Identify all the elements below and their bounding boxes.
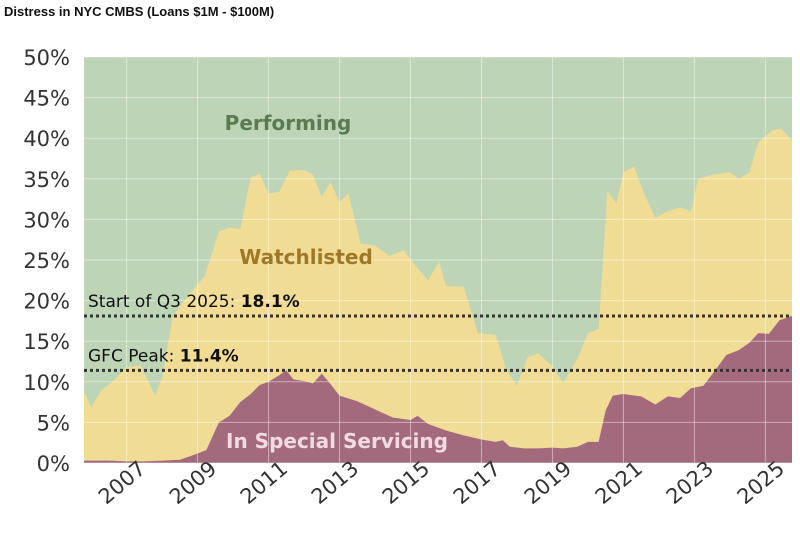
x-tick-label: 2007 <box>94 456 150 509</box>
watchlisted-area <box>84 128 792 463</box>
watchlisted-label: Watchlisted <box>239 245 373 269</box>
x-tick-label: 2011 <box>236 456 292 509</box>
y-tick-label: 30% <box>23 208 70 232</box>
x-tick-label: 2025 <box>733 456 789 509</box>
reference-line-text: Start of Q3 2025: <box>88 292 241 312</box>
performing-label: Performing <box>225 111 352 135</box>
y-tick-label: 25% <box>23 249 70 273</box>
x-tick-label: 2023 <box>662 456 718 509</box>
x-tick-label: 2021 <box>591 456 647 509</box>
y-tick-label: 50% <box>23 46 70 70</box>
y-tick-label: 20% <box>23 290 70 314</box>
y-tick-label: 40% <box>23 127 70 151</box>
x-tick-label: 2013 <box>307 456 363 509</box>
y-tick-label: 45% <box>23 87 70 111</box>
special-servicing-label: In Special Servicing <box>226 429 448 453</box>
y-tick-label: 5% <box>37 411 70 435</box>
reference-line-text: GFC Peak: <box>88 346 180 366</box>
y-tick-label: 15% <box>23 330 70 354</box>
x-tick-label: 2009 <box>165 456 221 509</box>
special-servicing-area <box>84 316 792 463</box>
x-tick-label: 2017 <box>449 456 505 509</box>
reference-line-value: 11.4% <box>180 346 239 366</box>
y-tick-label: 10% <box>23 371 70 395</box>
x-tick-label: 2015 <box>378 456 434 509</box>
y-tick-label: 0% <box>37 452 70 476</box>
reference-line-value: 18.1% <box>241 292 300 312</box>
reference-line-label: GFC Peak: 11.4% <box>88 346 239 366</box>
reference-line-label: Start of Q3 2025: 18.1% <box>88 292 300 312</box>
chart-title: Distress in NYC CMBS (Loans $1M - $100M) <box>4 4 275 19</box>
x-tick-label: 2019 <box>520 456 576 509</box>
y-tick-label: 35% <box>23 168 70 192</box>
